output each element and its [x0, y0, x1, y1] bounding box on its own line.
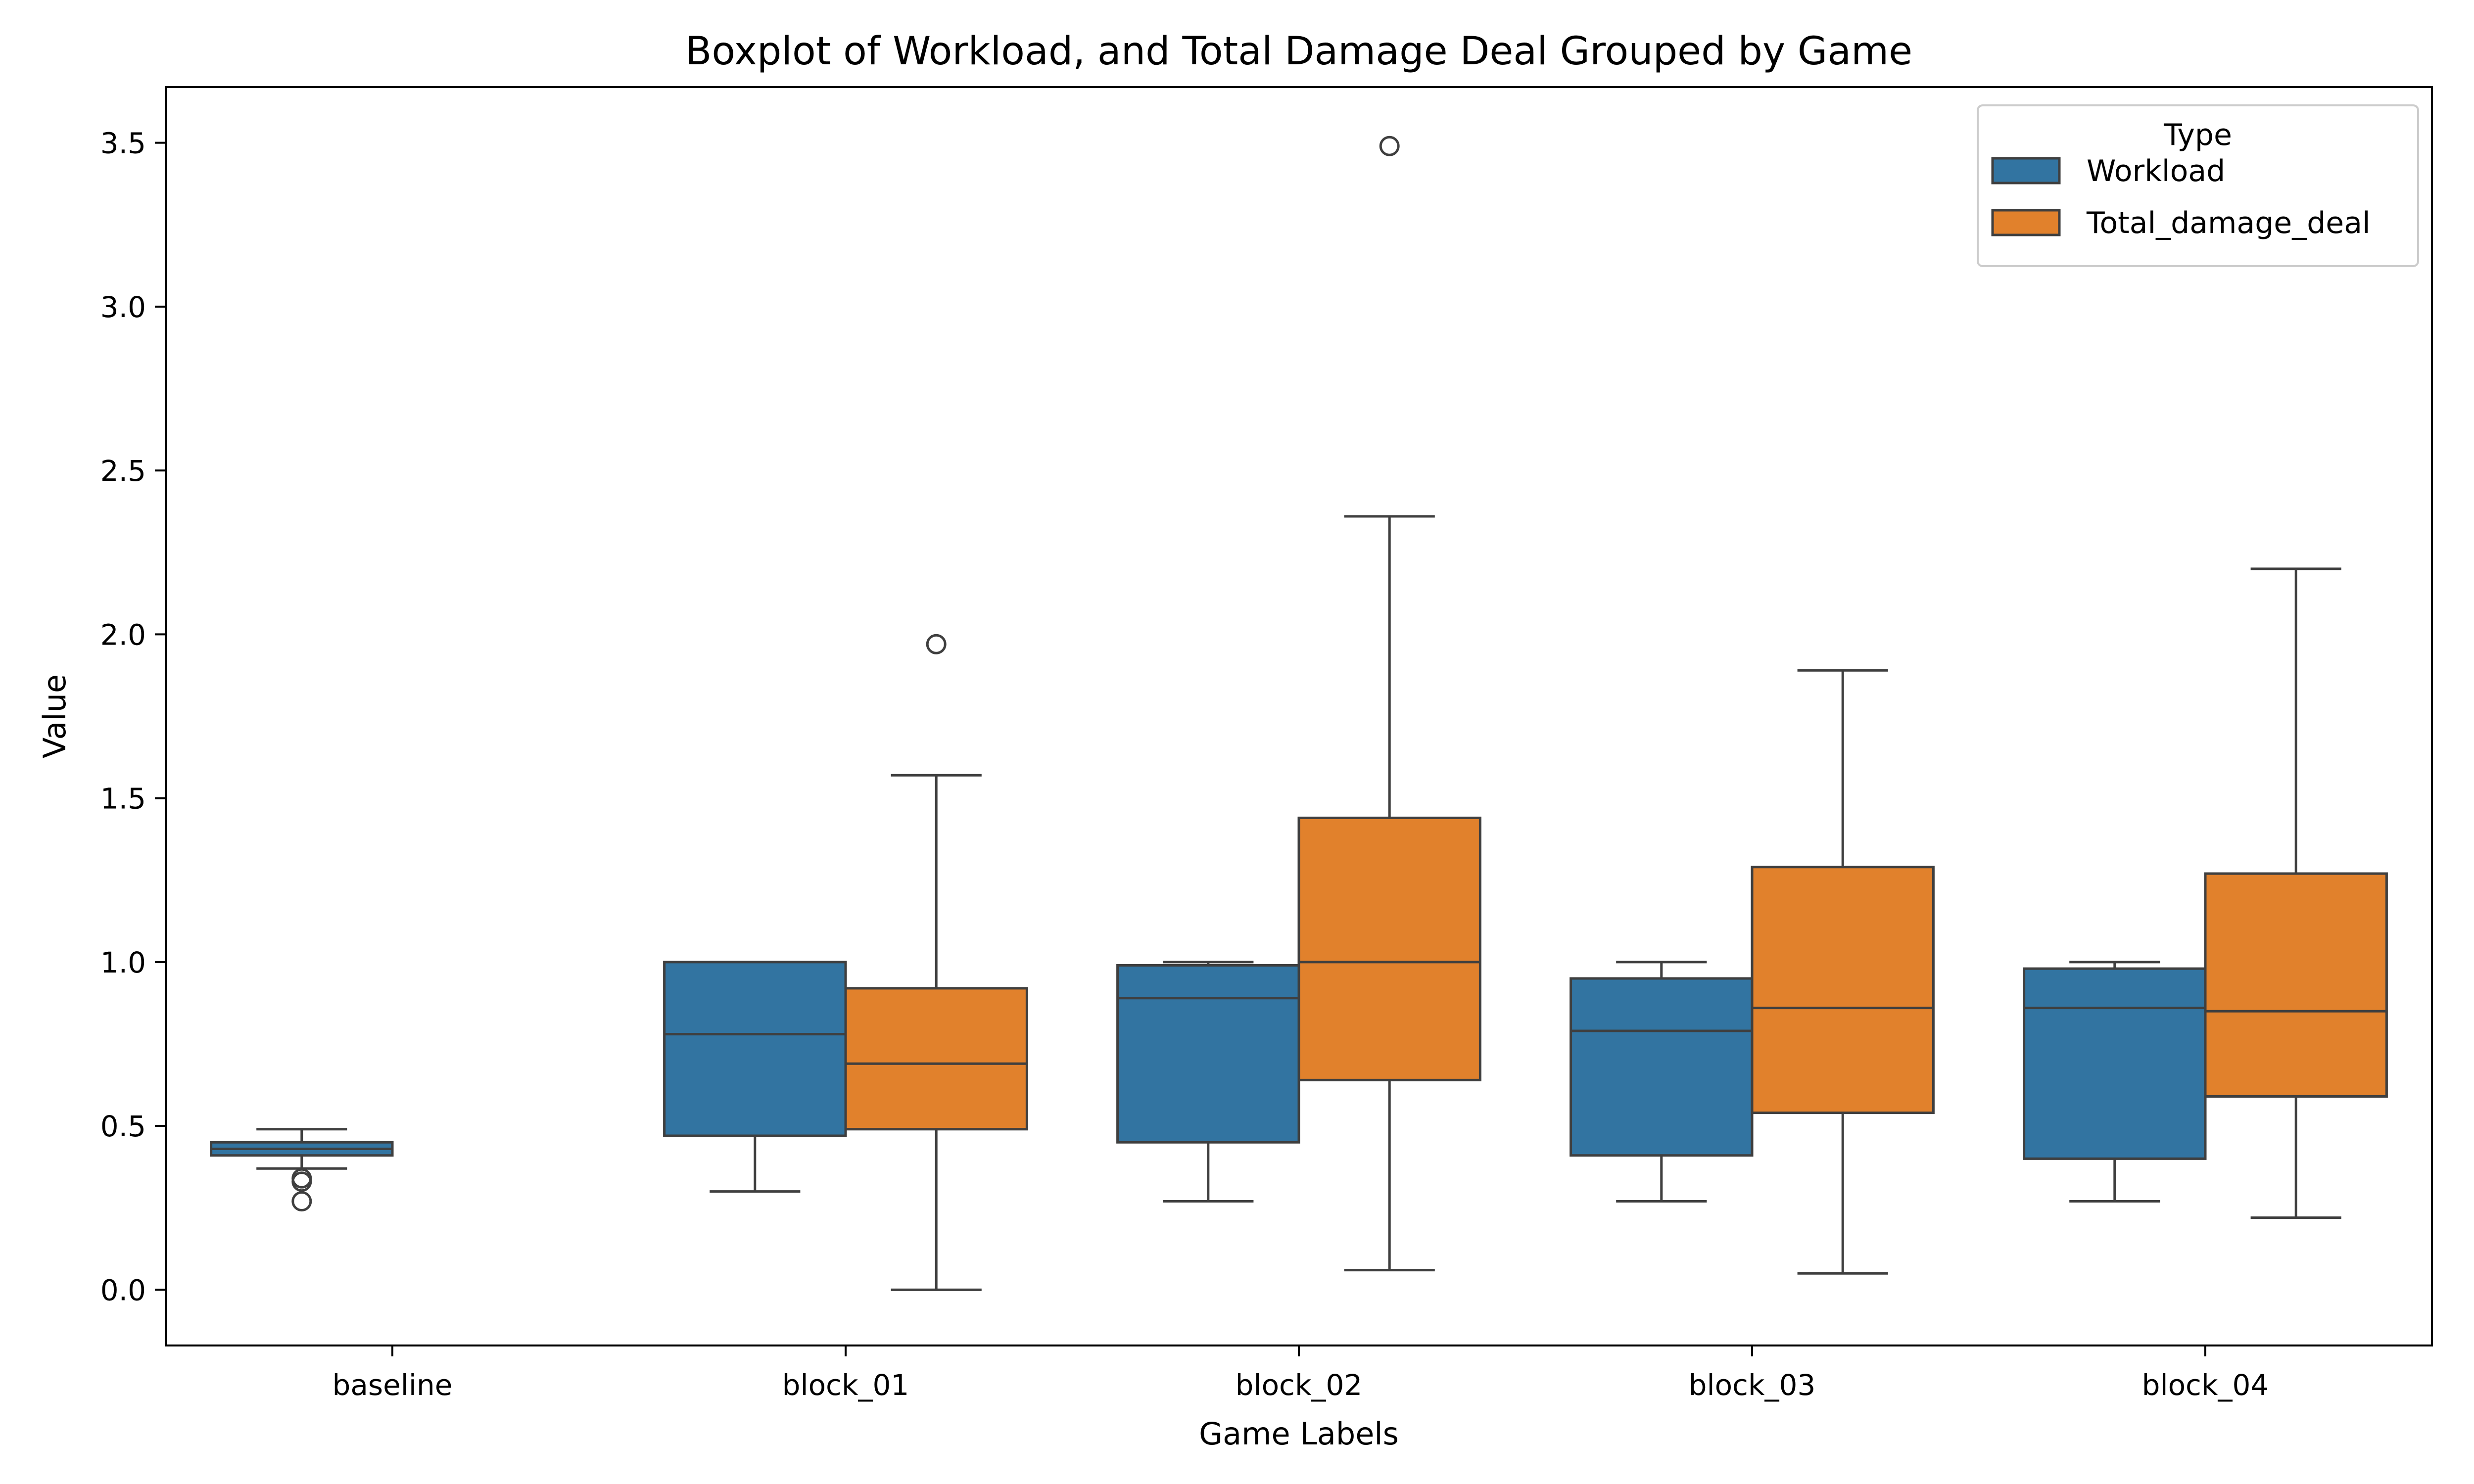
- outlier-point: [1379, 136, 1400, 156]
- box-body: [2023, 967, 2207, 1160]
- y-axis-label: Value: [37, 674, 73, 758]
- plot-layer: [210, 136, 2388, 1291]
- legend-items: Workload Total_damage_deal: [1991, 154, 2371, 240]
- axes-layer: 0.0 0.5 1.0 1.5 2.0 2.5 3.0 3.5 baseline block_01…: [100, 127, 2269, 1402]
- box-block_04: [2204, 567, 2388, 1219]
- box-body: [1297, 816, 1481, 1081]
- x-axis-label: Game Labels: [1199, 1416, 1399, 1452]
- x-tick-label: block_04: [2142, 1368, 2269, 1402]
- legend-label: Workload: [2087, 154, 2225, 188]
- outlier-point: [926, 634, 947, 654]
- chart-title: Boxplot of Workload, and Total Damage De…: [685, 29, 1912, 74]
- legend-swatch: [1991, 209, 2061, 236]
- box-block_02: [1116, 961, 1300, 1203]
- box-body: [663, 961, 847, 1137]
- legend-item: Workload: [1991, 154, 2225, 188]
- legend-frame: [1977, 104, 2419, 267]
- legend-label: Total_damage_deal: [2086, 206, 2371, 240]
- box-body: [1116, 964, 1300, 1144]
- box-block_04: [2023, 961, 2207, 1203]
- y-tick-label: 3.0: [100, 290, 146, 324]
- legend-title: Type: [2163, 118, 2232, 152]
- legend-item: Total_damage_deal: [1991, 206, 2371, 240]
- box-block_01: [844, 634, 1028, 1291]
- y-tick-label: 1.5: [100, 782, 146, 816]
- box-block_01: [663, 961, 847, 1193]
- box-baseline: [210, 1128, 394, 1211]
- box-block_03: [1570, 961, 1754, 1203]
- y-tick-label: 0.0: [100, 1273, 146, 1307]
- y-tick-label: 2.5: [100, 454, 146, 488]
- series-total-damage-deal: [844, 136, 2388, 1291]
- y-tick-label: 0.5: [100, 1110, 146, 1143]
- y-tick-label: 1.0: [100, 946, 146, 979]
- box-body: [2204, 872, 2388, 1098]
- box-body: [1751, 866, 1935, 1114]
- series-workload: [210, 961, 2207, 1211]
- box-block_02: [1297, 136, 1481, 1272]
- legend-swatch: [1991, 157, 2061, 185]
- x-tick-label: block_03: [1689, 1368, 1816, 1402]
- x-tick-label: baseline: [333, 1368, 453, 1402]
- y-tick-label: 3.5: [100, 127, 146, 160]
- box-body: [1570, 977, 1754, 1157]
- legend: Type Workload Total_damage_deal: [1977, 104, 2419, 267]
- outlier-point: [291, 1168, 312, 1189]
- box-block_03: [1751, 669, 1935, 1275]
- box-body: [844, 987, 1028, 1131]
- x-tick-label: block_02: [1236, 1368, 1363, 1402]
- y-tick-label: 2.0: [100, 618, 146, 651]
- x-tick-label: block_01: [782, 1368, 909, 1402]
- outlier-point: [291, 1191, 312, 1211]
